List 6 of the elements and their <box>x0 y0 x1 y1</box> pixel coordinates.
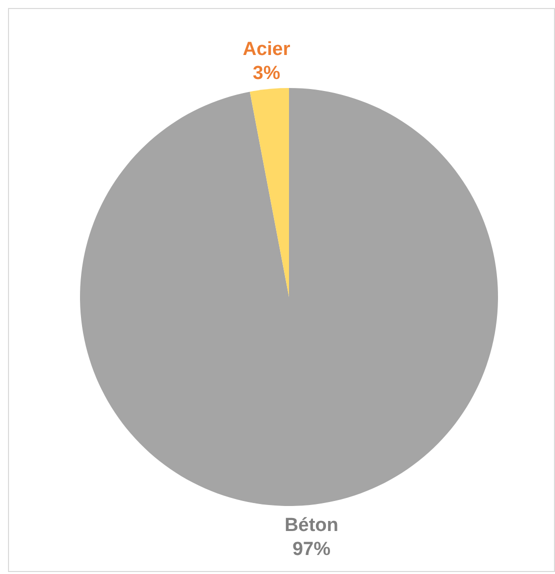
data-label: 3% <box>252 63 280 84</box>
pie-slice <box>80 88 498 506</box>
pie-slice <box>250 88 289 297</box>
slice-label: Béton <box>284 514 338 536</box>
slice-label: Acier <box>242 39 291 60</box>
data-label: 97% <box>292 538 331 560</box>
